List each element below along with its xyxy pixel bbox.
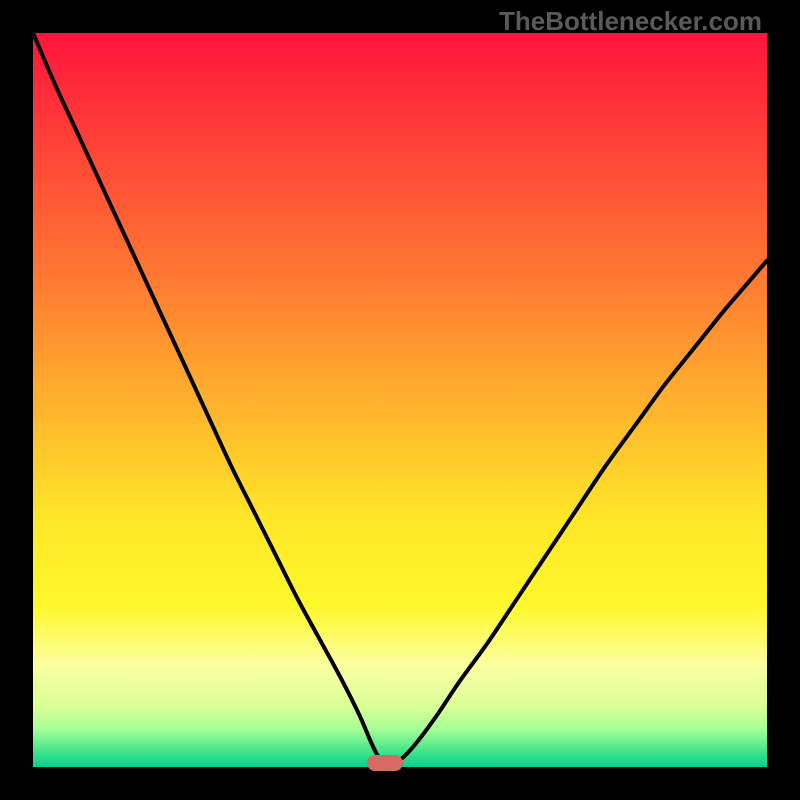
plot-area bbox=[33, 33, 767, 767]
min-marker bbox=[367, 755, 403, 771]
chart-frame: TheBottlenecker.com bbox=[0, 0, 800, 800]
watermark-text: TheBottlenecker.com bbox=[499, 6, 762, 37]
